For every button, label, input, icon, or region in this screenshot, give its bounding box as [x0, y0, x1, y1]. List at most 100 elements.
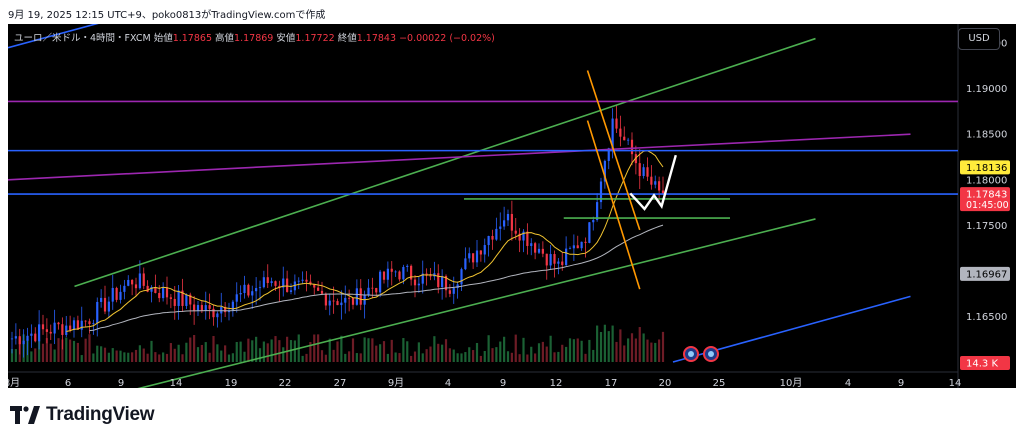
tradingview-logo-text: TradingView: [46, 404, 155, 425]
volume-bar: [413, 351, 417, 362]
candle-body: [134, 284, 138, 289]
candle-body: [274, 281, 277, 286]
volume-bar: [646, 339, 649, 362]
volume-bar: [654, 342, 657, 362]
candle-body: [382, 271, 386, 280]
volume-bar: [390, 339, 393, 362]
candle-body: [305, 279, 308, 282]
volume-bar: [607, 331, 610, 362]
candle-body: [258, 287, 262, 289]
volume-bar: [638, 327, 641, 362]
currency-button[interactable]: USD: [958, 28, 1000, 50]
candle-body: [572, 245, 575, 249]
close-value: 1.17843: [356, 33, 397, 44]
candle-body: [57, 322, 60, 325]
volume-bar: [363, 337, 366, 362]
candle-body: [84, 320, 87, 322]
candle-body: [475, 250, 479, 263]
candle-body: [80, 320, 83, 330]
candle-body: [204, 305, 207, 311]
candle-body: [503, 220, 506, 227]
volume-bar: [103, 347, 107, 362]
forecast-path: [629, 154, 677, 211]
candle-body: [332, 300, 335, 302]
candle-body: [541, 248, 544, 254]
volume-bar: [154, 352, 157, 362]
volume-bar: [658, 339, 661, 362]
volume-bar: [88, 334, 91, 362]
volume-bar: [177, 344, 180, 362]
x-tick-label: 4: [845, 378, 851, 388]
volume-bar: [123, 352, 126, 362]
trend-line: [74, 37, 816, 288]
volume-bar: [61, 339, 64, 362]
volume-bar: [119, 350, 122, 362]
trend-line: [8, 133, 911, 181]
volume-bar: [634, 338, 637, 362]
volume-bar: [49, 343, 52, 362]
candle-body: [526, 231, 529, 246]
candle-body: [286, 278, 289, 292]
candle-body: [530, 243, 533, 246]
volume-bar: [92, 353, 95, 362]
candle-body: [506, 213, 510, 221]
price-label-box: [960, 266, 1010, 281]
candle-body: [239, 293, 242, 295]
candle-body: [278, 285, 281, 288]
volume-bar: [57, 338, 60, 362]
candle-body: [417, 283, 420, 286]
candle-body: [49, 331, 52, 334]
volume-bar: [274, 336, 277, 362]
candle-body: [638, 163, 641, 177]
x-tick-label: 22: [279, 378, 292, 388]
volume-bar: [138, 345, 141, 362]
price-label-box: [960, 187, 1010, 212]
price-chart[interactable]: 1.195001.190001.185001.180001.175001.165…: [8, 24, 1016, 388]
volume-bar: [262, 341, 265, 362]
candle-body: [289, 290, 293, 292]
volume-bar: [441, 344, 444, 362]
volume-bar: [313, 334, 316, 362]
x-tick-label: 9: [898, 378, 904, 388]
candle-body: [165, 287, 169, 298]
volume-bar: [41, 343, 45, 362]
candle-body: [92, 323, 95, 325]
volume-bar: [522, 337, 525, 362]
volume-bar: [464, 352, 467, 362]
candle-body: [41, 324, 45, 330]
volume-bar: [293, 340, 296, 362]
volume-bar: [208, 352, 211, 362]
candle-body: [196, 305, 200, 311]
volume-bar: [448, 348, 451, 362]
x-tick-label: 8月: [8, 377, 20, 388]
chart-panel[interactable]: 1.195001.190001.185001.180001.175001.165…: [8, 24, 1016, 388]
candle-body: [22, 340, 25, 345]
volume-bar: [495, 347, 498, 362]
candle-body: [472, 253, 475, 263]
volume-bar: [410, 355, 413, 362]
candle-body: [235, 294, 238, 302]
candle-body: [596, 202, 599, 221]
candle-body: [173, 298, 176, 306]
candle-body: [30, 333, 33, 336]
volume-bar: [115, 350, 118, 362]
candle-body: [251, 291, 254, 296]
volume-bar: [530, 346, 533, 362]
candle-body: [549, 254, 552, 266]
chart-caption: 9月 19, 2025 12:15 UTC+9、poko0813がTrading…: [8, 10, 326, 21]
candle-body: [487, 235, 490, 246]
volume-bar: [402, 338, 405, 362]
volume-bar: [247, 338, 250, 362]
candle-body: [158, 292, 161, 299]
candle-body: [510, 213, 513, 231]
candle-body: [441, 275, 444, 288]
volume-bar: [425, 349, 428, 362]
candle-body: [359, 288, 362, 305]
tradingview-logo[interactable]: TradingView: [10, 402, 155, 428]
candle-body: [386, 268, 389, 280]
volume-bar: [584, 353, 587, 362]
candle-body: [468, 253, 471, 259]
x-tick-label: 12: [550, 378, 563, 388]
volume-bar: [592, 349, 595, 362]
candle-body: [413, 279, 417, 286]
